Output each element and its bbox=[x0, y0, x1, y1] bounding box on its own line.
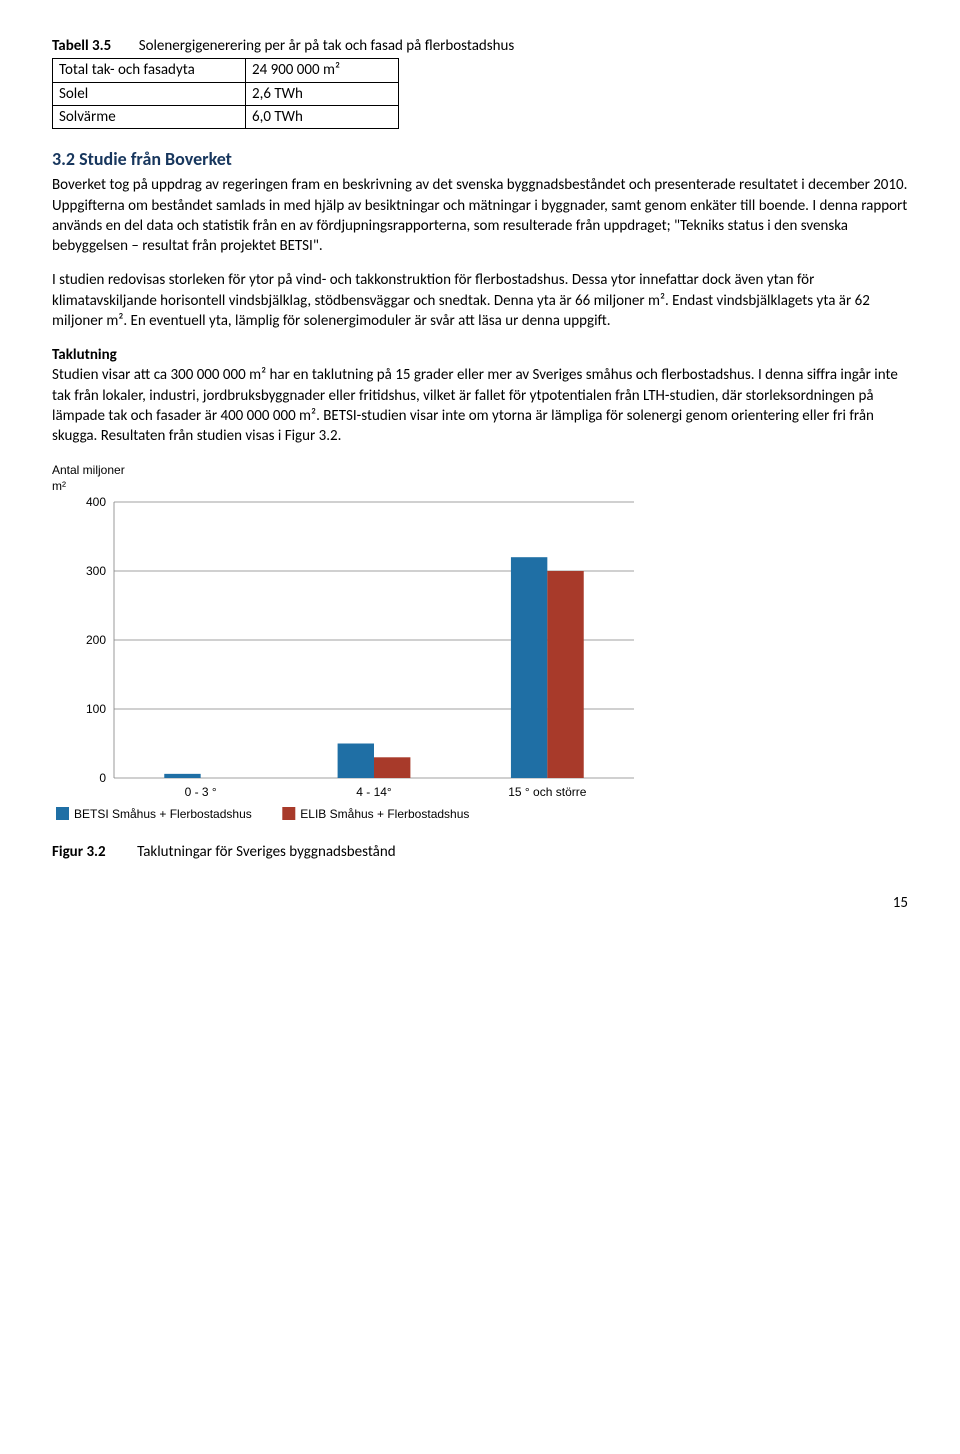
section-heading: 3.2 Studie från Boverket bbox=[52, 147, 908, 171]
paragraph-3-title: Taklutning bbox=[52, 346, 117, 364]
figure-caption-row: Figur 3.2 Taklutningar för Sveriges bygg… bbox=[52, 842, 908, 862]
table-number: Tabell 3.5 bbox=[52, 37, 111, 55]
svg-text:15 ° och större: 15 ° och större bbox=[508, 785, 586, 799]
spec-table: Total tak- och fasadyta24 900 000 m²Sole… bbox=[52, 58, 399, 129]
table-cell-label: Solvärme bbox=[53, 105, 246, 128]
svg-text:100: 100 bbox=[86, 702, 106, 716]
figure-caption: Taklutningar för Sveriges byggnadsbestån… bbox=[137, 843, 396, 861]
table-row: Solel2,6 TWh bbox=[53, 82, 399, 105]
table-row: Solvärme6,0 TWh bbox=[53, 105, 399, 128]
table-cell-label: Total tak- och fasadyta bbox=[53, 59, 246, 82]
table-row: Total tak- och fasadyta24 900 000 m² bbox=[53, 59, 399, 82]
svg-text:4 - 14°: 4 - 14° bbox=[356, 785, 392, 799]
paragraph-1: Boverket tog på uppdrag av regeringen fr… bbox=[52, 175, 908, 256]
table-caption: Solenergigenerering per år på tak och fa… bbox=[139, 37, 515, 55]
svg-text:400: 400 bbox=[86, 495, 106, 509]
chart-svg: Antal miljoner m² 0 100 200 300 400 0 - 3 ° 4 - … bbox=[52, 460, 652, 840]
svg-text:ELIB Småhus + Flerbostadshus: ELIB Småhus + Flerbostadshus bbox=[300, 807, 469, 821]
svg-text:300: 300 bbox=[86, 564, 106, 578]
svg-text:Antal miljoner: Antal miljoner bbox=[52, 463, 125, 477]
table-title: Tabell 3.5 Solenergigenerering per år på… bbox=[52, 36, 908, 56]
table-cell-label: Solel bbox=[53, 82, 246, 105]
svg-text:0 - 3 °: 0 - 3 ° bbox=[185, 785, 217, 799]
page-number: 15 bbox=[52, 893, 908, 913]
paragraph-3-body: Studien visar att ca 300 000 000 m² har … bbox=[52, 366, 898, 445]
svg-text:200: 200 bbox=[86, 633, 106, 647]
table-cell-value: 6,0 TWh bbox=[246, 105, 399, 128]
svg-text:0: 0 bbox=[99, 771, 106, 785]
table-cell-value: 24 900 000 m² bbox=[246, 59, 399, 82]
table-cell-value: 2,6 TWh bbox=[246, 82, 399, 105]
svg-text:BETSI Småhus + Flerbostadshus: BETSI Småhus + Flerbostadshus bbox=[74, 807, 252, 821]
paragraph-2: I studien redovisas storleken för ytor p… bbox=[52, 270, 908, 331]
roof-slope-chart: Antal miljoner m² 0 100 200 300 400 0 - 3 ° 4 - … bbox=[52, 460, 908, 840]
svg-text:m²: m² bbox=[52, 479, 66, 493]
figure-number: Figur 3.2 bbox=[52, 843, 106, 861]
paragraph-3: Taklutning Studien visar att ca 300 000 … bbox=[52, 345, 908, 446]
